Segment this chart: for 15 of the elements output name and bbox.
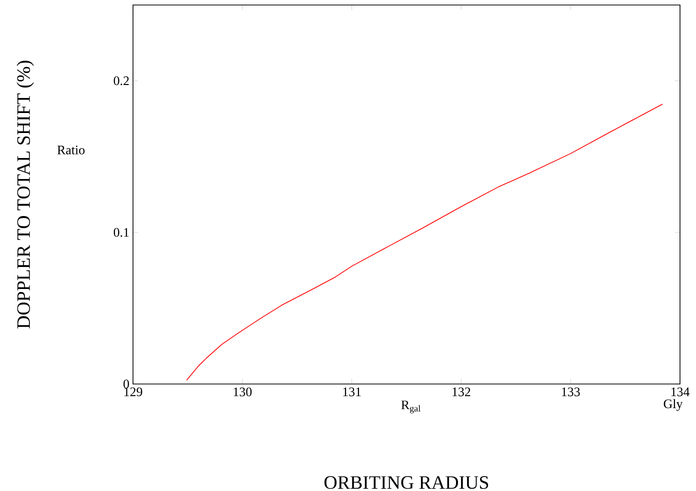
x-tick-label: 130 xyxy=(234,388,252,396)
x-tick-label: 129 xyxy=(124,388,142,396)
text: Ratio xyxy=(57,146,85,154)
text: Gly xyxy=(664,399,683,411)
line-series xyxy=(186,104,663,381)
y-axis-title: DOPPLER TO TOTAL SHIFT (%) xyxy=(16,60,34,328)
y-tick-label: 0 xyxy=(124,380,129,388)
x-tick-label: 131 xyxy=(343,388,361,396)
y-tick-label: 0.2 xyxy=(114,76,129,86)
x-axis-title: ORBITING RADIUS xyxy=(324,476,488,489)
x-tick-label: 134 xyxy=(671,388,690,396)
text: R$_{gal}$ xyxy=(401,400,420,414)
x-tick-label: 133 xyxy=(562,388,580,396)
y-tick-label: 0.1 xyxy=(114,228,129,237)
x-tick-label: 132 xyxy=(452,388,470,396)
